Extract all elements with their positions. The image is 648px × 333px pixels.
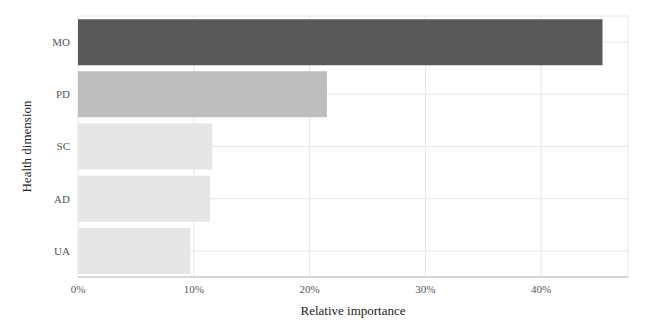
svg-text:40%: 40%	[531, 283, 551, 295]
svg-text:0%: 0%	[71, 283, 86, 295]
svg-text:PD: PD	[56, 88, 70, 100]
svg-text:UA: UA	[54, 245, 70, 257]
svg-text:MO: MO	[52, 36, 70, 48]
svg-text:Relative importance: Relative importance	[300, 303, 405, 318]
svg-text:20%: 20%	[299, 283, 319, 295]
svg-text:Health dimension: Health dimension	[19, 100, 34, 193]
svg-text:AD: AD	[54, 193, 70, 205]
svg-text:30%: 30%	[415, 283, 435, 295]
svg-text:SC: SC	[57, 140, 70, 152]
svg-text:10%: 10%	[184, 283, 204, 295]
